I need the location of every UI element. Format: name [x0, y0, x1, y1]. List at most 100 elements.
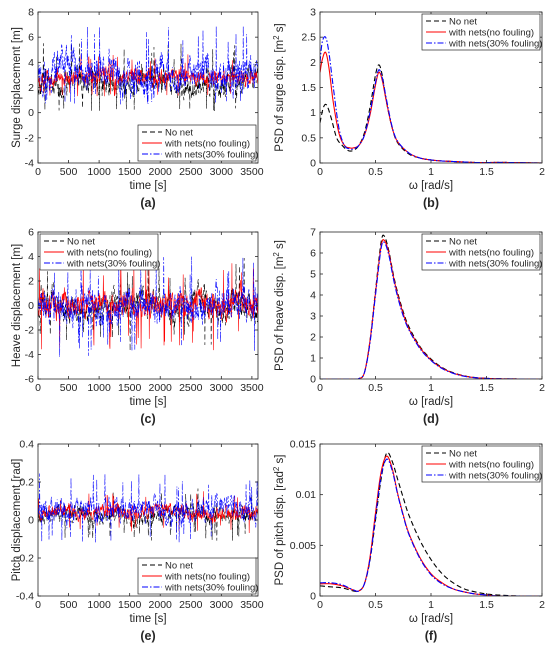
- y-tick-label: -6: [25, 374, 34, 386]
- x-tick-label: 1500: [118, 166, 142, 178]
- x-tick-label: 0: [317, 166, 323, 178]
- x-tick-label: 0: [317, 382, 323, 394]
- panel-caption: (c): [140, 412, 155, 426]
- legend-entry: with nets(no fouling): [448, 28, 534, 39]
- y-tick-label: 0.015: [290, 439, 316, 451]
- panel-caption: (f): [425, 629, 438, 643]
- series-line-2: [320, 51, 542, 163]
- panel-caption: (b): [423, 196, 439, 210]
- panel-caption: (a): [140, 196, 155, 210]
- y-tick-label: 8: [28, 7, 34, 19]
- series-line-3: [38, 256, 258, 357]
- y-axis-label: Heave displacement [m]: [11, 244, 23, 367]
- y-tick-label: -0.4: [16, 591, 34, 603]
- y-tick-label: 3: [310, 311, 316, 323]
- y-tick-label: 2: [28, 82, 34, 94]
- x-tick-label: 1000: [87, 599, 111, 611]
- legend-entry: No net: [165, 128, 193, 139]
- y-tick-label: 3: [310, 7, 316, 19]
- y-tick-label: 5: [310, 269, 316, 281]
- x-tick-label: 2000: [149, 382, 173, 394]
- x-tick-label: 0: [35, 599, 41, 611]
- x-tick-label: 2: [539, 382, 545, 394]
- x-tick-label: 500: [60, 599, 78, 611]
- y-tick-label: 0: [28, 107, 34, 119]
- legend-entry: No net: [449, 17, 477, 28]
- x-tick-label: 3500: [240, 166, 264, 178]
- x-tick-label: 1: [428, 599, 434, 611]
- legend-entry: with nets(30% fouling): [448, 39, 542, 50]
- x-axis-label: time [s]: [129, 396, 166, 408]
- x-tick-label: 2500: [179, 599, 203, 611]
- y-tick-label: 2.5: [301, 32, 316, 44]
- legend-entry: with nets(no fouling): [164, 139, 250, 150]
- y-tick-label: -2: [25, 132, 34, 144]
- x-tick-label: 0.5: [368, 599, 383, 611]
- x-tick-label: 1000: [87, 382, 111, 394]
- series-line-3: [38, 473, 258, 543]
- x-tick-label: 2: [539, 599, 545, 611]
- x-axis-label: ω [rad/s]: [409, 396, 453, 408]
- x-tick-label: 0.5: [368, 382, 383, 394]
- legend-entry: No net: [449, 237, 477, 248]
- x-tick-label: 1000: [87, 166, 111, 178]
- x-tick-label: 2: [539, 166, 545, 178]
- y-tick-label: 1: [310, 353, 316, 365]
- x-tick-label: 3000: [210, 382, 234, 394]
- series-group: [38, 473, 258, 543]
- x-tick-label: 2000: [149, 166, 173, 178]
- x-tick-label: 1: [428, 166, 434, 178]
- series-group: [320, 234, 542, 379]
- legend-entry: with nets(no fouling): [66, 248, 152, 259]
- legend-entry: with nets(30% fouling): [164, 583, 258, 594]
- x-tick-label: 0: [35, 382, 41, 394]
- x-axis-label: ω [rad/s]: [409, 180, 453, 192]
- panel-5: 0 500 1000 1500 2000 2500 3000 3500 -0.4 -0.2 0 0.2…: [11, 439, 264, 644]
- y-tick-label: -4: [25, 158, 34, 170]
- x-axis-label: time [s]: [129, 180, 166, 192]
- y-tick-label: 6: [310, 248, 316, 260]
- panel-caption: (e): [140, 629, 155, 643]
- y-tick-label: 0.005: [290, 540, 316, 552]
- panel-3: 0 500 1000 1500 2000 2500 3000 3500 -6 -4 -2 0 2 4 6 ti…: [11, 227, 264, 427]
- legend-entry: No net: [67, 237, 95, 248]
- legend-entry: with nets(no fouling): [448, 460, 534, 471]
- y-tick-label: 2: [28, 276, 34, 288]
- y-tick-label: 0: [310, 591, 316, 603]
- y-tick-label: 0.2: [19, 477, 34, 489]
- x-tick-label: 1500: [118, 599, 142, 611]
- y-tick-label: 2: [310, 57, 316, 69]
- legend-entry: with nets(no fouling): [448, 248, 534, 259]
- y-tick-label: 0: [310, 158, 316, 170]
- y-tick-label: -0.2: [16, 553, 34, 565]
- panel-1: 0 500 1000 1500 2000 2500 3000 3500 -4 -2 0 2 4 6 8 tim…: [11, 7, 264, 211]
- y-tick-label: 0: [310, 374, 316, 386]
- x-tick-label: 500: [60, 166, 78, 178]
- panel-6: 0 0.5 1 1.5 2 0 0.005 0.01 0.015 ω [rad/s] PSD of …: [272, 439, 545, 644]
- y-tick-label: 0: [28, 300, 34, 312]
- x-tick-label: 500: [60, 382, 78, 394]
- x-axis-label: time [s]: [129, 613, 166, 625]
- x-tick-label: 1: [428, 382, 434, 394]
- y-tick-label: 0: [28, 515, 34, 527]
- panel-caption: (d): [423, 412, 439, 426]
- x-tick-label: 0.5: [368, 166, 383, 178]
- series-group: [38, 25, 258, 112]
- series-line-1: [320, 64, 542, 163]
- x-tick-label: 3000: [210, 166, 234, 178]
- y-tick-label: 2: [310, 332, 316, 344]
- y-tick-label: -2: [25, 325, 34, 337]
- x-tick-label: 0: [317, 599, 323, 611]
- y-axis-label: Pitch displacement [rad]: [11, 459, 23, 582]
- legend-entry: with nets(no fouling): [164, 572, 250, 583]
- series-group: [320, 451, 542, 596]
- x-tick-label: 3500: [240, 382, 264, 394]
- legend-entry: with nets(30% fouling): [448, 259, 542, 270]
- y-tick-label: 4: [28, 57, 34, 69]
